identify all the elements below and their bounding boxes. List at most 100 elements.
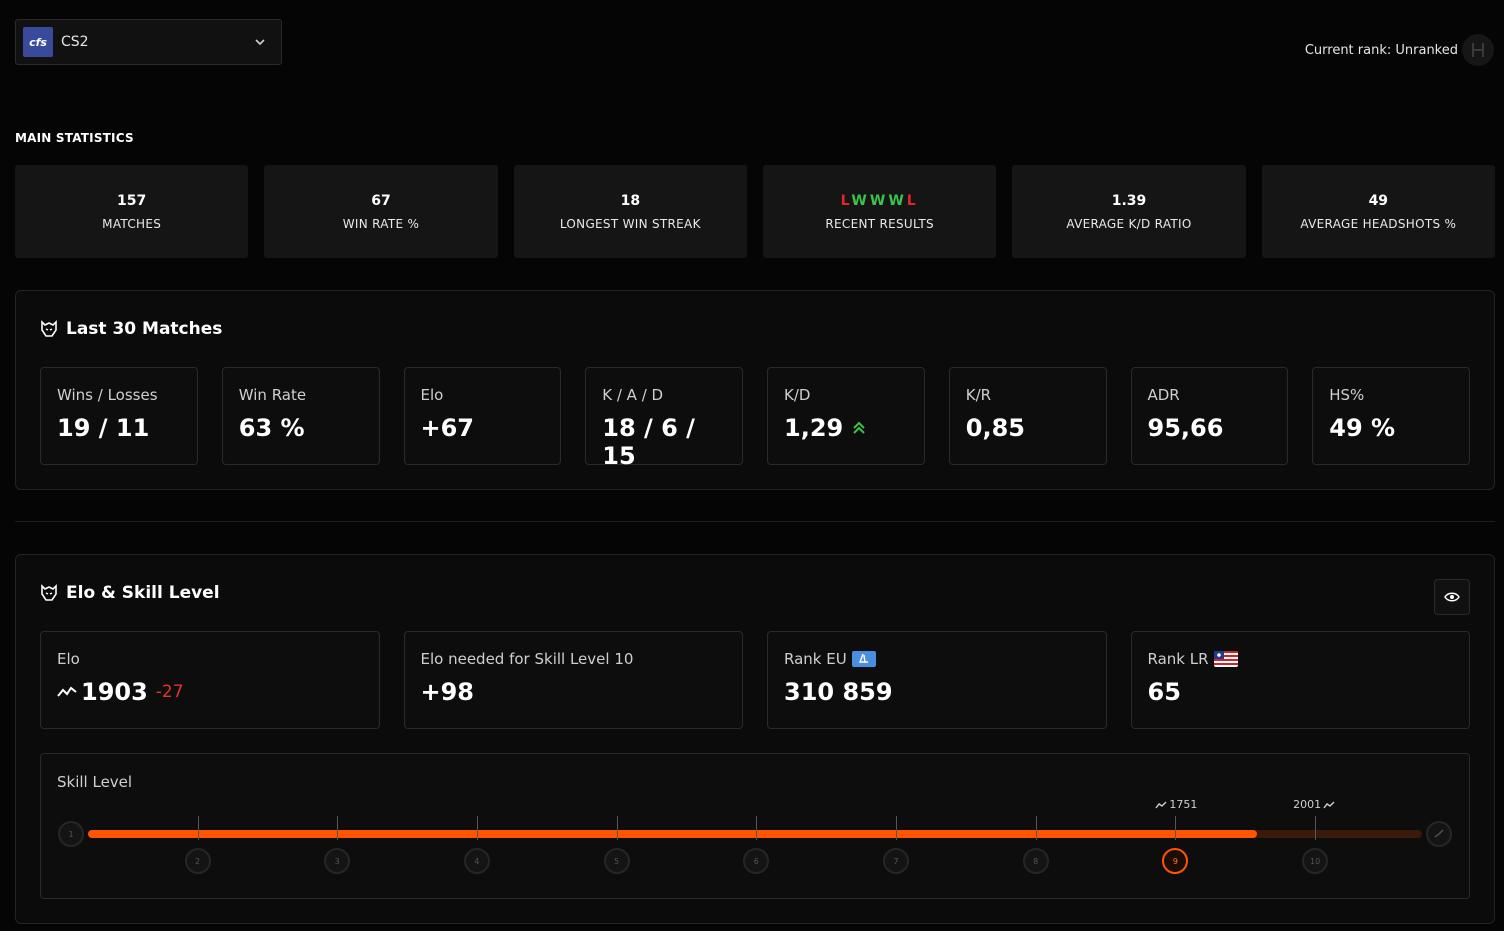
result-badge: L [906,192,919,209]
card-label: Wins / Losses [57,386,158,404]
card-value: 0,85 [965,414,1025,442]
section-divider [15,521,1495,522]
wolf-logo-icon [41,320,57,337]
level-tick [896,816,897,840]
double-chevron-up-icon [853,421,865,434]
skill-level-3-icon: 3 [324,848,351,874]
card-value: +98 [420,678,475,706]
skill-level-7-icon: 7 [883,848,909,874]
stat-value: 1.39 [1111,192,1147,209]
card-label: K/R [965,386,992,404]
skill-level-max-icon [1426,821,1452,847]
result-badge: L [840,192,852,209]
stat-label: AVERAGE K/D RATIO [1066,216,1192,231]
card-value: 1903 [81,678,148,706]
card-label-row: Rank LR [1148,650,1454,668]
stat-value: 67 [371,192,391,209]
elo-delta: -27 [155,682,184,702]
stat-label: WIN RATE % [342,216,420,231]
card-kr: K/R 0,85 [948,367,1107,465]
card-value: 310 859 [784,678,893,706]
card-label: Rank EU [784,650,847,668]
stat-matches: 157 MATCHES [15,165,249,258]
card-hs: HS% 49 % [1312,367,1470,465]
card-label: Win Rate [238,386,307,404]
panel-title-text: Last 30 Matches [66,319,223,339]
card-label: K / A / D [602,386,664,404]
card-value: 95,66 [1147,414,1224,442]
panel-title: Last 30 Matches [40,319,222,339]
skill-level-9-icon: 9 [1162,848,1189,874]
skill-progress-bar [88,830,1422,838]
skill-level-4-icon: 4 [463,848,490,874]
stat-win-rate: 67 WIN RATE % [264,165,498,258]
card-value: 19 / 11 [57,414,150,442]
card-value: 49 % [1329,414,1396,442]
card-value-row: 1903 -27 [57,678,363,706]
main-statistics-title: MAIN STATISTICS [15,131,134,145]
card-value-row: 1,29 [784,414,908,442]
stat-label: AVERAGE HEADSHOTS % [1300,216,1457,231]
trend-line-icon [1155,801,1167,808]
card-adr: ADR 95,66 [1130,367,1289,465]
game-selector[interactable]: cfs CS2 [15,19,282,65]
game-logo: cfs [23,27,53,57]
main-statistics: 157 MATCHES 67 WIN RATE % 18 LONGEST WIN… [15,165,1495,258]
card-label-row: Rank EU [784,650,1090,668]
skill-level-1-icon: 1 [58,821,84,847]
card-kad: K / A / D 18 / 6 / 15 [585,367,743,470]
card-elo-current: Elo 1903 -27 [40,631,380,729]
stat-value: 49 [1368,192,1389,209]
stat-value: 157 [117,192,147,209]
skill-level-5-icon: 5 [603,848,630,874]
card-value: +67 [420,414,475,442]
card-label: Rank LR [1147,650,1209,668]
skill-level-6-icon: 6 [743,848,770,874]
card-wins-losses: Wins / Losses 19 / 11 [40,367,198,465]
elo-skill-panel: Elo & Skill Level Elo 1903 -27 Elo neede… [15,554,1495,924]
card-kd: K/D 1,29 [767,367,925,465]
card-label: HS% [1329,386,1365,404]
current-rank: Current rank: Unranked [1305,34,1494,66]
liberia-flag-icon [1213,651,1238,667]
level-tick [197,816,199,840]
stat-recent-results: LWWWL RECENT RESULTS [762,165,997,258]
skill-level-10-icon: 10 [1302,848,1329,874]
last-30-cards: Wins / Losses 19 / 11 Win Rate 63 % Elo … [40,367,1470,470]
trend-line-icon [1323,801,1335,808]
result-badge: W [851,192,870,209]
stat-longest-win-streak: 18 LONGEST WIN STREAK [513,165,747,258]
elo-cards: Elo 1903 -27 Elo needed for Skill Level … [40,631,1470,729]
trend-line-icon [57,686,77,697]
wolf-logo-icon [41,584,57,601]
stat-average-kd: 1.39 AVERAGE K/D RATIO [1012,165,1246,258]
result-badge: W [869,192,889,209]
current-rank-label: Current rank: Unranked [1304,42,1458,58]
marker-current-value: 1751 [1169,798,1198,811]
level-tick [1315,816,1317,840]
visibility-toggle-button[interactable] [1434,579,1470,615]
panel-title-text: Elo & Skill Level [66,583,220,603]
card-value: 18 / 6 / 15 [602,414,695,470]
result-badge: W [888,192,907,209]
skill-progress-fill [88,830,1257,838]
card-label: Elo [57,650,80,668]
panel-title: Elo & Skill Level [40,583,220,603]
stat-label: LONGEST WIN STREAK [559,216,701,231]
skill-level-8-icon: 8 [1022,848,1049,874]
recent-results: LWWWL [841,193,919,209]
skill-level-label: Skill Level [57,773,133,791]
card-elo-needed: Elo needed for Skill Level 10 +98 [403,631,743,729]
stat-label: RECENT RESULTS [825,216,934,231]
card-rank-eu: Rank EU 310 859 [767,631,1107,729]
skill-level-2-icon: 2 [184,848,211,874]
card-value: 1,29 [784,414,844,442]
card-label: K/D [784,386,811,404]
eu-flag-icon [851,651,876,667]
current-elo-marker: 1751 [1155,798,1197,811]
card-value: 65 [1147,678,1181,706]
level-tick [476,816,478,840]
card-value: 63 % [238,414,305,442]
eye-icon [1444,592,1460,602]
game-selector-value: CS2 [61,34,89,50]
